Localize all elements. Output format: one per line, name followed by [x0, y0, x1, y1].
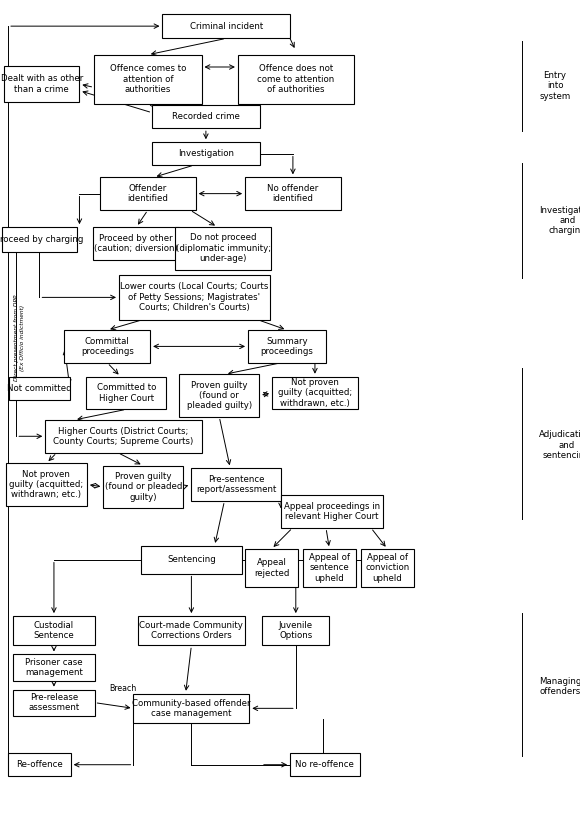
FancyBboxPatch shape [262, 616, 329, 645]
Text: Lower courts (Local Courts; Courts
of Petty Sessions; Magistrates'
Courts; Child: Lower courts (Local Courts; Courts of Pe… [120, 283, 269, 312]
FancyBboxPatch shape [103, 466, 183, 508]
Text: Summary
proceedings: Summary proceedings [260, 337, 314, 356]
Text: Investigation: Investigation [178, 149, 234, 158]
Text: No re-offence: No re-offence [295, 760, 354, 770]
Text: Pre-release
assessment: Pre-release assessment [28, 693, 79, 712]
FancyBboxPatch shape [86, 377, 166, 409]
FancyBboxPatch shape [13, 616, 95, 645]
Text: Not proven
guilty (acquitted;
withdrawn, etc.): Not proven guilty (acquitted; withdrawn,… [278, 378, 352, 408]
Text: Direct presentment from DPP
(Ex Officio indictment): Direct presentment from DPP (Ex Officio … [14, 295, 25, 381]
FancyBboxPatch shape [2, 227, 77, 252]
Text: Do not proceed
(diplomatic immunity;
under-age): Do not proceed (diplomatic immunity; und… [176, 234, 271, 263]
Text: Managing
offenders: Managing offenders [539, 676, 580, 696]
Text: Custodial
Sentence: Custodial Sentence [34, 621, 74, 641]
FancyBboxPatch shape [238, 55, 354, 104]
Text: Breach: Breach [109, 684, 136, 694]
Text: Proceed by other
(caution; diversion): Proceed by other (caution; diversion) [95, 234, 178, 253]
FancyBboxPatch shape [281, 495, 383, 528]
Text: Criminal incident: Criminal incident [190, 21, 263, 31]
Text: Not proven
guilty (acquitted;
withdrawn; etc.): Not proven guilty (acquitted; withdrawn;… [9, 470, 84, 499]
Text: Offence does not
come to attention
of authorities: Offence does not come to attention of au… [257, 65, 335, 94]
FancyBboxPatch shape [94, 55, 202, 104]
FancyBboxPatch shape [6, 463, 87, 506]
Text: Appeal of
sentence
upheld: Appeal of sentence upheld [309, 553, 350, 583]
FancyBboxPatch shape [119, 275, 270, 319]
Text: Offender
identified: Offender identified [128, 184, 168, 203]
Text: Not committed: Not committed [7, 383, 72, 393]
FancyBboxPatch shape [152, 105, 259, 128]
FancyBboxPatch shape [64, 330, 150, 363]
FancyBboxPatch shape [290, 753, 360, 776]
FancyBboxPatch shape [303, 549, 356, 587]
FancyBboxPatch shape [13, 654, 95, 681]
Text: No offender
identified: No offender identified [267, 184, 318, 203]
Text: Court-made Community
Corrections Orders: Court-made Community Corrections Orders [139, 621, 244, 641]
Text: Proceed by charging: Proceed by charging [0, 234, 84, 244]
Text: Recorded crime: Recorded crime [172, 112, 240, 122]
Text: Prisoner case
management: Prisoner case management [25, 658, 83, 677]
Text: Appeal
rejected: Appeal rejected [254, 558, 289, 578]
Text: Pre-sentence
report/assessment: Pre-sentence report/assessment [196, 475, 276, 494]
Text: Entry
into
system: Entry into system [539, 71, 571, 100]
Text: Proven guilty
(found or pleaded
guilty): Proven guilty (found or pleaded guilty) [104, 472, 182, 502]
Text: Appeal proceedings in
relevant Higher Court: Appeal proceedings in relevant Higher Co… [284, 502, 380, 521]
FancyBboxPatch shape [361, 549, 414, 587]
FancyBboxPatch shape [245, 177, 341, 210]
FancyBboxPatch shape [152, 142, 259, 165]
FancyBboxPatch shape [45, 420, 202, 453]
FancyBboxPatch shape [245, 549, 298, 587]
FancyBboxPatch shape [93, 227, 179, 260]
FancyBboxPatch shape [175, 227, 271, 270]
FancyBboxPatch shape [140, 546, 242, 574]
Text: Higher Courts (District Courts;
County Courts; Supreme Courts): Higher Courts (District Courts; County C… [53, 426, 194, 446]
FancyBboxPatch shape [162, 14, 290, 38]
FancyBboxPatch shape [248, 330, 326, 363]
Text: Juvenile
Options: Juvenile Options [279, 621, 313, 641]
FancyBboxPatch shape [100, 177, 196, 210]
FancyBboxPatch shape [8, 753, 71, 776]
Text: Re-offence: Re-offence [16, 760, 63, 770]
Text: Community-based offender
case management: Community-based offender case management [132, 699, 251, 718]
Text: Appeal of
conviction
upheld: Appeal of conviction upheld [365, 553, 409, 583]
FancyBboxPatch shape [133, 694, 249, 723]
FancyBboxPatch shape [179, 374, 259, 417]
Text: Sentencing: Sentencing [167, 555, 216, 565]
FancyBboxPatch shape [9, 377, 70, 400]
Text: Dealt with as other
than a crime: Dealt with as other than a crime [1, 74, 83, 94]
FancyBboxPatch shape [4, 66, 79, 102]
Text: Committed to
Higher Court: Committed to Higher Court [97, 383, 156, 403]
FancyBboxPatch shape [138, 616, 245, 645]
FancyBboxPatch shape [191, 468, 281, 501]
Text: Investigation
and
charging: Investigation and charging [539, 206, 580, 235]
Text: Committal
proceedings: Committal proceedings [81, 337, 134, 356]
Text: Adjudication
and
sentencing: Adjudication and sentencing [539, 431, 580, 460]
Text: Offence comes to
attention of
authorities: Offence comes to attention of authoritie… [110, 65, 186, 94]
FancyBboxPatch shape [272, 377, 358, 409]
Text: Proven guilty
(found or
pleaded guilty): Proven guilty (found or pleaded guilty) [187, 381, 252, 410]
FancyBboxPatch shape [13, 690, 95, 716]
